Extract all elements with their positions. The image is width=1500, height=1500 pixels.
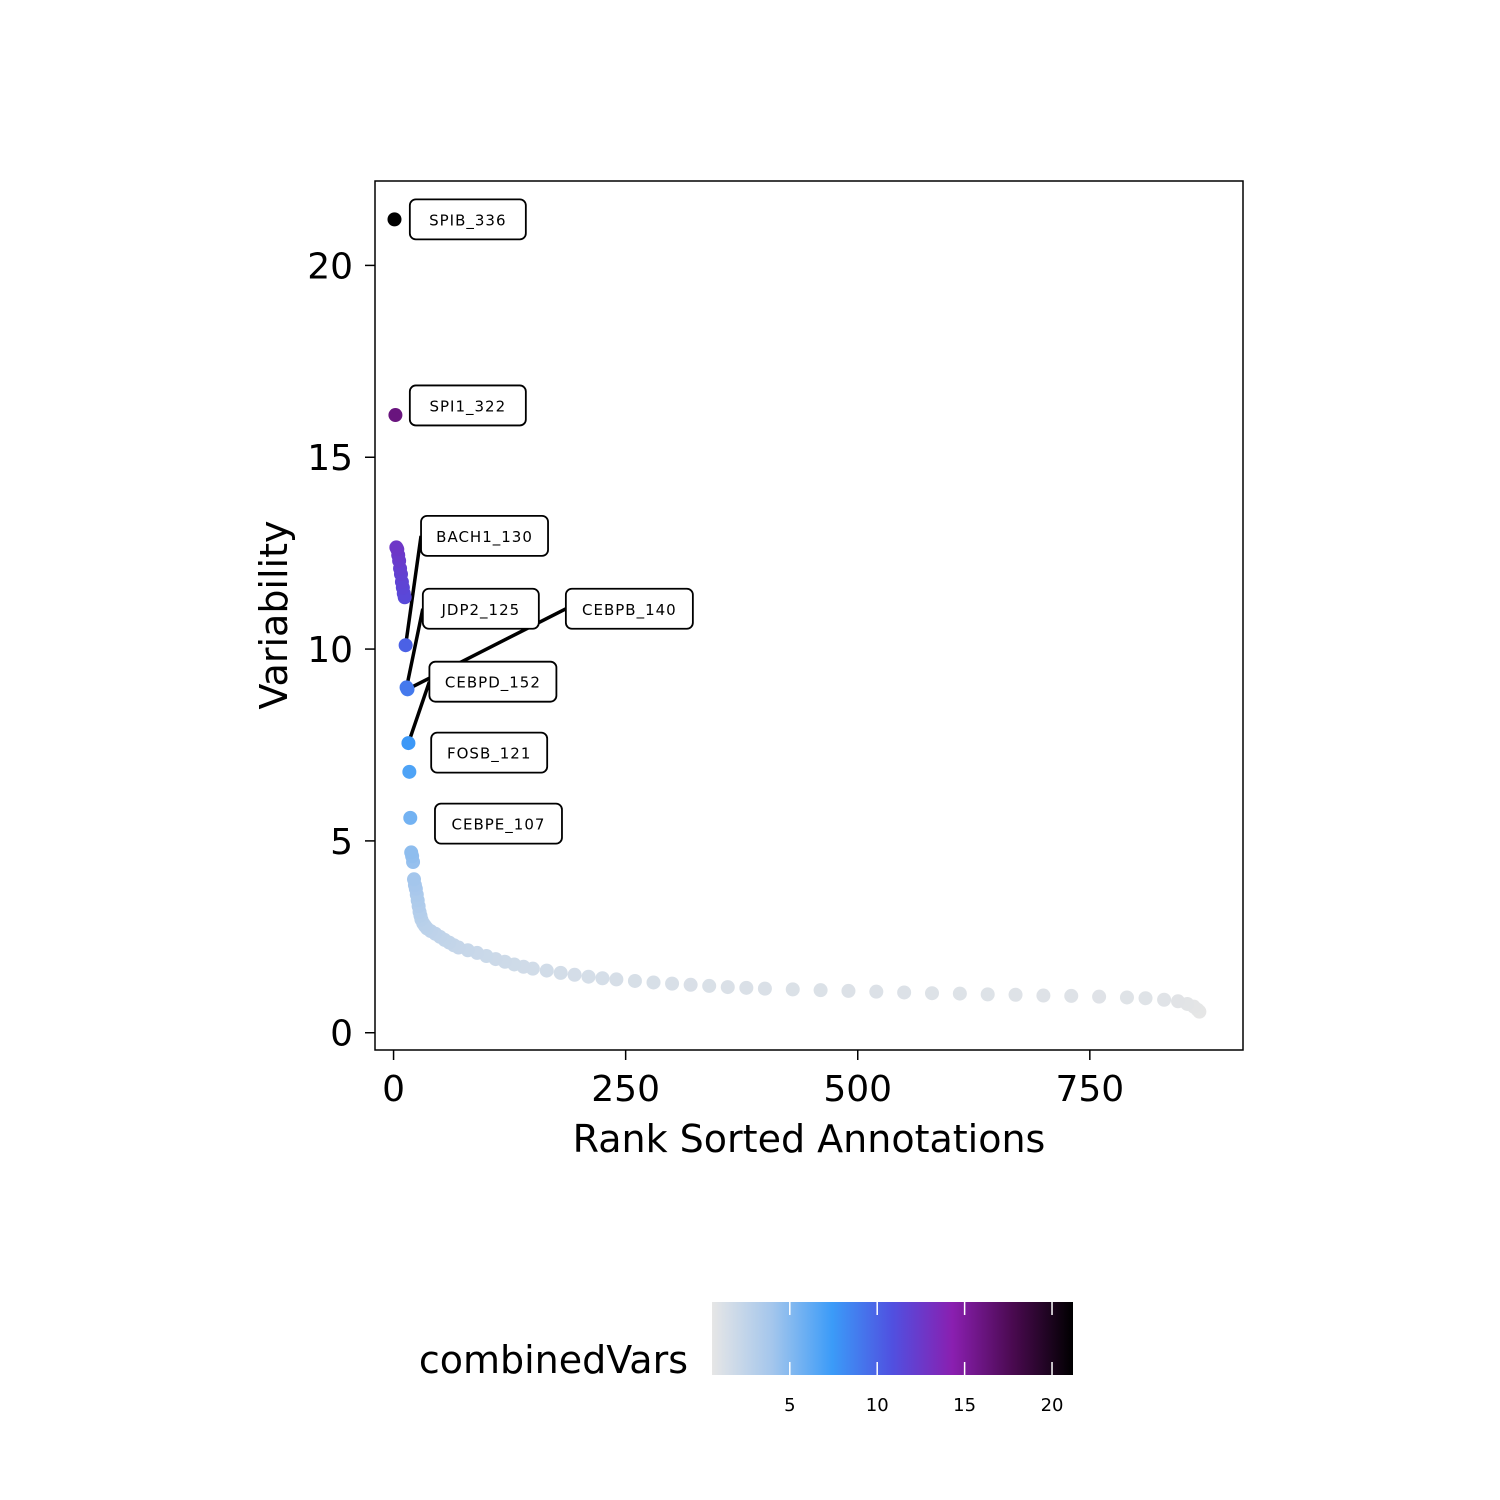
legend-colorbar	[712, 1302, 1073, 1375]
data-point	[1119, 990, 1134, 1005]
label-text: CEBPB_140	[582, 601, 677, 620]
data-point	[1138, 991, 1153, 1006]
data-point	[683, 977, 698, 992]
data-point	[739, 980, 754, 995]
label-text: BACH1_130	[436, 528, 533, 547]
x-tick-label: 750	[1055, 1069, 1124, 1110]
x-tick-label: 500	[823, 1069, 892, 1110]
data-point	[1092, 989, 1107, 1004]
x-tick-label: 0	[382, 1069, 405, 1110]
y-tick-label: 5	[330, 822, 353, 863]
data-point	[387, 212, 402, 227]
data-point	[665, 976, 680, 991]
label-box	[434, 802, 563, 845]
label-text: FOSB_121	[447, 745, 531, 764]
data-point	[401, 736, 416, 751]
label-text: SPI1_322	[429, 397, 506, 416]
label-text: SPIB_336	[429, 211, 506, 230]
data-point	[1064, 988, 1079, 1003]
data-point	[388, 408, 403, 423]
data-point	[1157, 992, 1172, 1007]
axis-ticks: 0 250 500 750 0 5 10 15 20	[307, 246, 1124, 1110]
label-leader-line	[406, 681, 432, 744]
label-leader-line	[403, 535, 423, 646]
plot-border	[374, 180, 1244, 1051]
data-point	[646, 975, 661, 990]
data-point	[398, 638, 413, 653]
legend-tick-label: 10	[866, 1395, 889, 1416]
data-point	[399, 680, 414, 695]
label-leader-line	[404, 608, 425, 688]
color-legend: combinedVars 5 10 15 20	[419, 1302, 1073, 1416]
label-box	[421, 587, 540, 630]
data-point	[1036, 988, 1051, 1003]
x-tick-label: 250	[591, 1069, 660, 1110]
legend-tick-label: 15	[953, 1395, 976, 1416]
data-point	[595, 971, 610, 986]
data-point	[813, 983, 828, 998]
legend-tick-label: 20	[1041, 1395, 1064, 1416]
data-point	[402, 764, 417, 779]
data-point	[869, 984, 884, 999]
data-point	[720, 980, 735, 995]
x-axis-title: Rank Sorted Annotations	[573, 1117, 1046, 1161]
label-box	[420, 514, 549, 557]
legend-title: combinedVars	[419, 1338, 688, 1382]
data-point	[539, 963, 554, 978]
label-box	[408, 384, 527, 427]
y-tick-label: 10	[307, 630, 353, 671]
label-text: CEBPE_107	[452, 816, 546, 835]
y-axis-title: Variability	[252, 521, 296, 710]
data-point	[609, 972, 624, 987]
legend-tick-label: 5	[784, 1395, 795, 1416]
label-box	[408, 198, 527, 241]
point-labels: SPIB_336 SPI1_322 BACH1_130 JDP2_125 CEBPB_1…	[408, 198, 694, 845]
data-point	[404, 845, 419, 860]
data-point	[841, 983, 856, 998]
data-point	[567, 967, 582, 982]
data-point	[389, 540, 404, 555]
y-tick-label: 15	[307, 438, 353, 479]
data-point	[627, 973, 642, 988]
data-point	[581, 969, 596, 984]
data-point	[553, 965, 568, 980]
label-box	[430, 731, 549, 774]
data-point	[925, 986, 940, 1001]
data-point	[406, 872, 421, 887]
label-box	[564, 587, 694, 630]
data-points	[387, 212, 1207, 1019]
data-point	[980, 987, 995, 1002]
data-point	[702, 978, 717, 993]
label-box	[428, 660, 558, 703]
y-tick-label: 20	[307, 246, 353, 287]
data-point	[785, 982, 800, 997]
data-point	[757, 981, 772, 996]
label-text: JDP2_125	[440, 601, 520, 620]
data-point	[1008, 987, 1023, 1002]
data-point	[403, 810, 418, 825]
data-point	[1171, 994, 1186, 1009]
data-point	[952, 986, 967, 1001]
data-point	[897, 985, 912, 1000]
label-text: CEBPD_152	[445, 674, 541, 693]
y-tick-label: 0	[330, 1014, 353, 1055]
legend-ticks: 5 10 15 20	[784, 1302, 1063, 1416]
